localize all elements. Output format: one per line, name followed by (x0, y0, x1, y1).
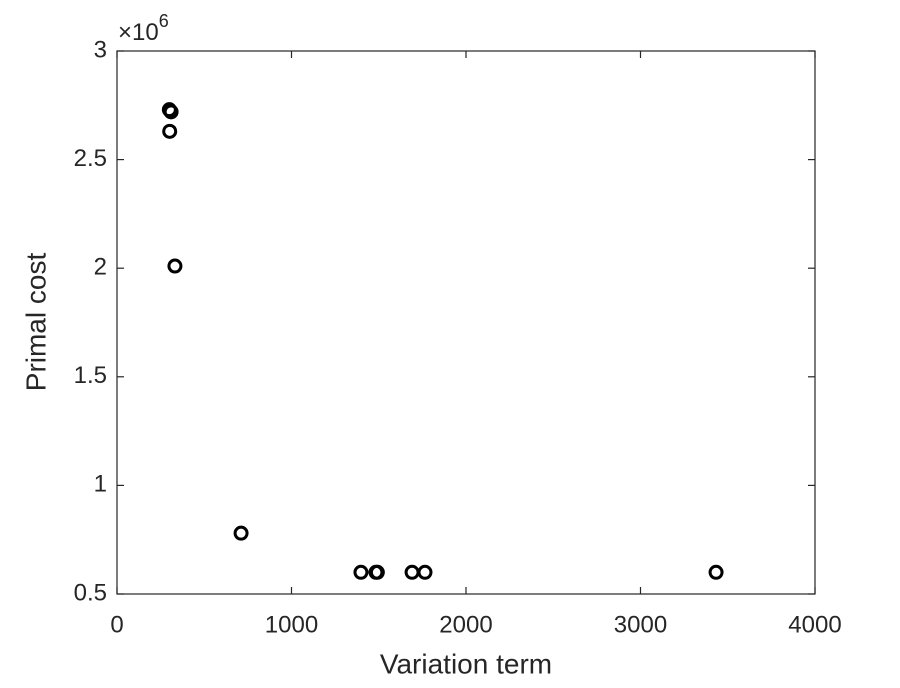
y-multiplier: ×106 (118, 11, 169, 47)
point (708, 564, 724, 580)
point (167, 258, 183, 274)
y-multiplier-base: ×10 (118, 19, 159, 46)
x-tick-label: 4000 (788, 611, 841, 638)
point (162, 123, 178, 139)
x-axis-label: Variation term (380, 648, 552, 679)
x-tick-label: 3000 (614, 611, 667, 638)
y-tick-label: 1 (94, 471, 107, 498)
point (163, 104, 179, 120)
x-tick-label: 2000 (439, 611, 492, 638)
y-tick-label: 3 (94, 36, 107, 63)
point (417, 564, 433, 580)
y-tick-label: 0.5 (74, 579, 107, 606)
y-multiplier-exponent: 6 (159, 11, 169, 31)
x-tick-label: 0 (110, 611, 123, 638)
point (369, 564, 385, 580)
y-tick-label: 2.5 (74, 145, 107, 172)
y-tick-label: 2 (94, 254, 107, 281)
point (233, 525, 249, 541)
point (353, 564, 369, 580)
x-tick-label: 1000 (265, 611, 318, 638)
y-tick-label: 1.5 (74, 362, 107, 389)
plot-area (116, 50, 816, 595)
y-axis-label: Primal cost (20, 253, 51, 392)
